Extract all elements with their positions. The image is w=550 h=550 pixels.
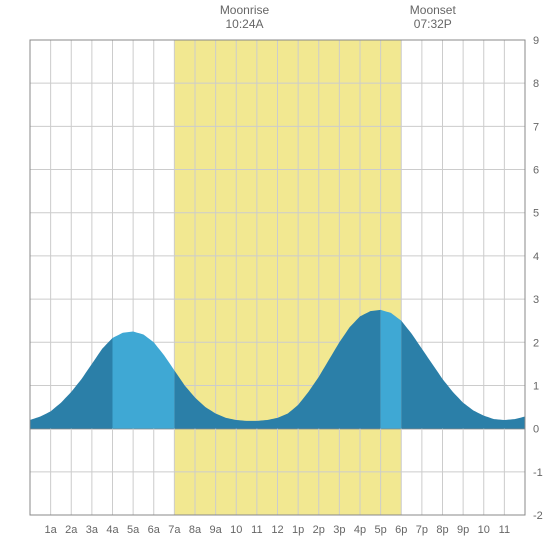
x-tick-label: 6a bbox=[148, 524, 161, 536]
x-tick-label: 5p bbox=[375, 524, 387, 536]
x-tick-label: 7a bbox=[168, 524, 181, 536]
x-tick-label: 12 bbox=[271, 524, 283, 536]
y-tick-label: -1 bbox=[533, 467, 543, 479]
x-tick-label: 8p bbox=[436, 524, 448, 536]
x-tick-label: 1a bbox=[45, 524, 58, 536]
tide-segment bbox=[113, 331, 175, 428]
tide-segment bbox=[381, 310, 402, 429]
y-tick-label: 6 bbox=[533, 165, 539, 177]
x-tick-label: 6p bbox=[395, 524, 407, 536]
x-tick-label: 8a bbox=[189, 524, 202, 536]
y-tick-label: -2 bbox=[533, 510, 543, 522]
x-tick-label: 9p bbox=[457, 524, 469, 536]
y-tick-label: 4 bbox=[533, 251, 539, 263]
x-tick-label: 4p bbox=[354, 524, 366, 536]
x-tick-label: 4a bbox=[106, 524, 119, 536]
y-tick-label: 8 bbox=[533, 78, 539, 90]
daylight-band bbox=[174, 40, 401, 515]
x-tick-label: 5a bbox=[127, 524, 140, 536]
x-tick-label: 10 bbox=[230, 524, 242, 536]
x-tick-label: 3p bbox=[333, 524, 345, 536]
x-tick-label: 10 bbox=[478, 524, 490, 536]
x-tick-label: 1p bbox=[292, 524, 304, 536]
moonset-time: 07:32P bbox=[414, 17, 452, 31]
y-tick-label: 7 bbox=[533, 121, 539, 133]
y-tick-label: 0 bbox=[533, 424, 539, 436]
x-tick-label: 11 bbox=[251, 524, 262, 536]
x-tick-label: 2a bbox=[65, 524, 78, 536]
y-tick-label: 9 bbox=[533, 35, 539, 47]
x-tick-label: 2p bbox=[313, 524, 325, 536]
y-tick-label: 2 bbox=[533, 337, 539, 349]
x-tick-label: 9a bbox=[210, 524, 223, 536]
x-tick-label: 3a bbox=[86, 524, 99, 536]
moonrise-time: 10:24A bbox=[225, 17, 263, 31]
x-tick-label: 7p bbox=[416, 524, 428, 536]
chart-svg: -2-101234567891a2a3a4a5a6a7a8a9a1011121p… bbox=[0, 0, 550, 550]
y-tick-label: 3 bbox=[533, 294, 539, 306]
moonrise-label: Moonrise bbox=[220, 3, 270, 17]
tide-chart: -2-101234567891a2a3a4a5a6a7a8a9a1011121p… bbox=[0, 0, 550, 550]
y-tick-label: 5 bbox=[533, 208, 539, 220]
moonset-label: Moonset bbox=[410, 3, 457, 17]
x-tick-label: 11 bbox=[499, 524, 510, 536]
y-tick-label: 1 bbox=[533, 380, 539, 392]
